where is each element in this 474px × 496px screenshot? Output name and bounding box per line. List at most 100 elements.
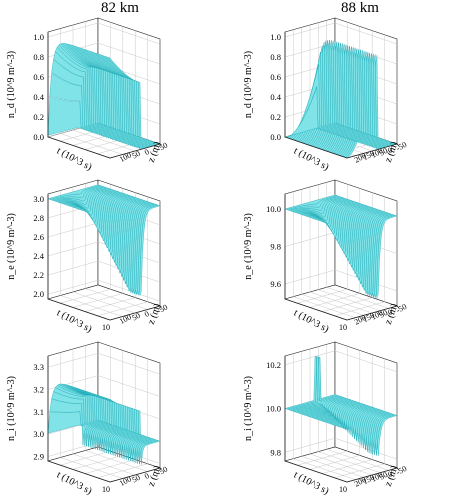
z-tick-label: 0 (143, 147, 151, 157)
t-gridline (97, 358, 148, 479)
value-tick-labels: 9.6 9.8 10.0 (266, 204, 281, 289)
value-tick-label: 3.0 (33, 429, 44, 439)
z-tick-label: 0 (143, 471, 151, 481)
z-gridline (47, 279, 161, 302)
z-axis-line (346, 467, 398, 483)
value-tick-labels: 2.0 2.2 2.4 2.6 2.8 3.0 (33, 194, 44, 299)
z-tick-label: -50 (395, 302, 409, 315)
value-tick-label: 10.0 (266, 404, 281, 414)
y-gridline (60, 190, 123, 317)
t-tick-label: 10 (339, 323, 347, 332)
z-tick-label: 50 (378, 308, 389, 320)
t-tick-label: 10 (102, 323, 110, 332)
value-axis-title: n_i (10^9 m^-3) (6, 376, 17, 441)
value-tick-label: 3.3 (33, 362, 44, 372)
value-tick-label: 0.4 (33, 92, 44, 102)
t-tick-label: 10 (102, 485, 110, 494)
surface-strip (47, 96, 101, 136)
z-tick-label: 0 (143, 309, 151, 319)
z-tick-label: 0 (386, 469, 394, 479)
column-title-82km: 82 km (101, 0, 139, 16)
panel-88km-ne: 9.6 9.8 10.0 200 150 100 50 0 -50 10 n_e (10^9 m^-… (237, 172, 474, 334)
y-gridline (301, 189, 364, 316)
z-tick-label: 50 (378, 470, 389, 482)
z-axis-line (346, 305, 398, 321)
y-gridline (293, 191, 356, 318)
value-tick-labels: 0.0 0.2 0.4 0.6 0.8 1.0 (270, 32, 281, 142)
surface-strip (284, 87, 338, 138)
value-tick-label: 0.6 (270, 72, 281, 82)
value-tick-label: 3.2 (33, 385, 44, 395)
value-tick-label: 1.0 (33, 32, 44, 42)
panel-82km-nd: 0.0 0.2 0.4 0.6 0.8 1.0 100 50 0 -50 n_d (10^9 m^-… (0, 10, 237, 172)
value-tick-labels: 2.9 3.0 3.1 3.2 3.3 (33, 362, 44, 461)
y-gridline (72, 187, 136, 314)
value-tick-label: 0.8 (33, 52, 44, 62)
t-axis-line (47, 298, 111, 321)
z-axis-line (109, 305, 161, 321)
z-tick-label: 50 (130, 311, 141, 323)
z-gridline (47, 22, 161, 45)
y-gridline (293, 353, 356, 480)
surface-strip (51, 391, 105, 446)
value-axis-title: n_i (10^9 m^-3) (243, 376, 254, 441)
front-axes (47, 32, 161, 159)
z-tick-label: -50 (395, 464, 409, 477)
value-axis-title: n_e (10^9 m^-3) (243, 213, 254, 280)
panel-82km-ni: 2.9 3.0 3.1 3.2 3.3 100 50 0 -50 10 n_i (10^9 m^-3… (0, 334, 237, 496)
t-axis-line (47, 460, 111, 483)
surface-strip (53, 51, 106, 131)
z-axis-line (109, 467, 161, 483)
y-gridline (85, 183, 148, 310)
value-tick-label: 2.2 (33, 270, 44, 280)
t-axis-line (284, 298, 348, 321)
surface-82km-nd (47, 43, 161, 150)
z-tick-label: -50 (155, 465, 169, 478)
t-gridline (97, 196, 148, 317)
value-tick-label: 2.9 (33, 452, 44, 462)
value-tick-label: 2.6 (33, 232, 44, 242)
panel-88km-nd: 0.0 0.2 0.4 0.6 0.8 1.0 200 150 100 50 0 -50 n_d (10… (237, 10, 474, 172)
surface-strip (284, 194, 338, 210)
z-tick-label: -50 (155, 303, 169, 316)
z-tick-label: 50 (130, 473, 141, 485)
value-axis-title: n_e (10^9 m^-3) (6, 213, 17, 280)
y-gridline (326, 344, 389, 471)
z-axis-line (109, 143, 161, 159)
surface-strip (51, 58, 105, 131)
front-axes (284, 356, 398, 483)
z-axis-line (346, 143, 398, 159)
surface-82km-ne (47, 184, 161, 296)
value-axis-title: n_d (10^9 m^-3) (6, 51, 17, 118)
value-tick-label: 0.2 (270, 112, 281, 122)
value-tick-label: 10.0 (266, 204, 281, 214)
value-tick-label: 3.0 (33, 194, 44, 204)
value-tick-label: 9.8 (270, 242, 281, 252)
value-tick-labels: 0.0 0.2 0.4 0.6 0.8 1.0 (33, 32, 44, 142)
z-tick-label: 0 (386, 145, 394, 155)
value-tick-label: 2.8 (33, 213, 44, 223)
z-tick-label: 0 (386, 307, 394, 317)
value-tick-label: 9.6 (270, 279, 281, 289)
surface-88km-ni (284, 355, 398, 457)
panel-82km-ne: 2.0 2.2 2.4 2.6 2.8 3.0 100 50 0 -50 10 n_e (10^9 m… (0, 172, 237, 334)
t-gridline (85, 354, 136, 474)
panel-88km-ni: 9.8 10.0 10.2 200 150 100 50 0 -50 10 n_i (10^9 m^… (237, 334, 474, 496)
column-title-88km: 88 km (341, 0, 379, 16)
y-gridline (309, 187, 373, 314)
value-tick-label: 2.4 (33, 251, 44, 261)
value-tick-label: 1.0 (270, 32, 281, 42)
value-tick-label: 10.2 (266, 360, 281, 370)
surface-88km-nd (284, 40, 398, 159)
value-tick-label: 2.0 (33, 289, 44, 299)
y-gridline (309, 349, 373, 476)
y-gridline (85, 345, 148, 472)
z-tick-label: -50 (395, 140, 409, 153)
